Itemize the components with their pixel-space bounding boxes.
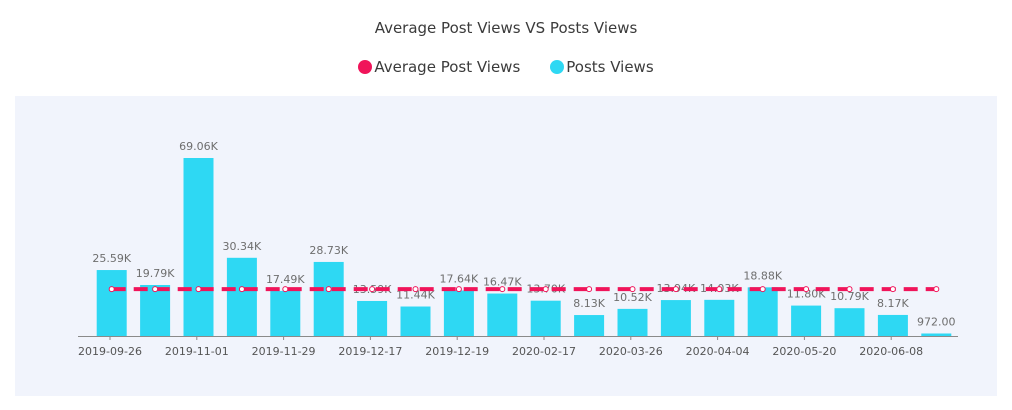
- chart-title: Average Post Views VS Posts Views: [374, 19, 638, 37]
- bar-posts-views: [617, 308, 648, 336]
- data-label-posts-views: 972.00: [917, 315, 956, 328]
- data-label-posts-views: 8.13K: [573, 297, 605, 310]
- bar-posts-views: [834, 308, 865, 336]
- point-average-post-views: [889, 286, 896, 293]
- bar-posts-views: [96, 270, 127, 336]
- bar-posts-views: [313, 261, 344, 336]
- data-label-posts-views: 25.59K: [92, 252, 131, 265]
- legend-item-average-post-views[interactable]: Average Post Views: [358, 58, 520, 76]
- legend-label-posts-views: Posts Views: [566, 58, 654, 76]
- point-average-post-views: [195, 286, 202, 293]
- legend-label-average-post-views: Average Post Views: [374, 58, 521, 76]
- point-average-post-views: [455, 286, 462, 293]
- x-tick-label: 2020-03-26: [599, 345, 663, 358]
- point-average-post-views: [152, 286, 159, 293]
- data-label-posts-views: 28.73K: [309, 244, 348, 257]
- point-average-post-views: [716, 286, 723, 293]
- bar-posts-views: [921, 333, 952, 336]
- data-label-posts-views: 18.88K: [743, 269, 782, 282]
- bar-posts-views: [530, 300, 561, 336]
- bar-posts-views: [704, 299, 735, 336]
- point-average-post-views: [282, 286, 289, 293]
- legend-swatch-average-post-views: [358, 60, 373, 74]
- x-tick-label: 2019-09-26: [78, 345, 142, 358]
- bar-posts-views: [357, 300, 388, 336]
- data-label-posts-views: 30.34K: [223, 240, 262, 253]
- point-average-post-views: [846, 286, 853, 293]
- point-average-post-views: [586, 286, 593, 293]
- x-tick-label: 2020-02-17: [512, 345, 576, 358]
- point-average-post-views: [108, 286, 115, 293]
- x-tick-label: 2019-11-29: [252, 345, 316, 358]
- point-average-post-views: [238, 286, 245, 293]
- bar-posts-views: [140, 284, 171, 336]
- point-average-post-views: [412, 286, 419, 293]
- data-label-posts-views: 10.52K: [613, 291, 652, 304]
- bar-posts-views: [487, 293, 518, 336]
- bar-posts-views: [443, 290, 474, 336]
- data-label-posts-views: 8.17K: [877, 297, 909, 310]
- bar-posts-views: [183, 158, 214, 336]
- bar-posts-views: [660, 300, 691, 336]
- point-average-post-views: [499, 286, 506, 293]
- x-tick-label: 2019-12-17: [338, 345, 402, 358]
- x-tick-label: 2019-11-01: [165, 345, 229, 358]
- bar-posts-views: [791, 305, 822, 336]
- point-average-post-views: [325, 286, 332, 293]
- point-average-post-views: [759, 286, 766, 293]
- data-label-posts-views: 17.64K: [440, 273, 479, 286]
- chart-legend: Average Post Views Posts Views: [0, 58, 1012, 76]
- data-label-posts-views: 10.79K: [830, 290, 869, 303]
- bar-posts-views: [574, 315, 605, 336]
- plot-area-background: [15, 96, 997, 396]
- data-label-posts-views: 69.06K: [179, 140, 218, 153]
- bar-posts-views: [400, 306, 431, 336]
- bar-posts-views: [226, 257, 257, 336]
- point-average-post-views: [933, 286, 940, 293]
- bar-posts-views: [877, 314, 908, 336]
- legend-swatch-posts-views: [550, 60, 565, 74]
- x-tick-label: 2020-04-04: [686, 345, 750, 358]
- legend-item-posts-views[interactable]: Posts Views: [550, 58, 654, 76]
- data-label-posts-views: 17.49K: [266, 273, 305, 286]
- x-tick-label: 2020-06-08: [859, 345, 923, 358]
- bar-posts-views: [270, 290, 301, 336]
- data-label-posts-views: 11.44K: [396, 289, 435, 302]
- point-average-post-views: [629, 286, 636, 293]
- data-label-posts-views: 19.79K: [136, 267, 175, 280]
- point-average-post-views: [803, 286, 810, 293]
- point-average-post-views: [369, 286, 376, 293]
- x-tick-label: 2020-05-20: [772, 345, 836, 358]
- point-average-post-views: [672, 286, 679, 293]
- data-label-posts-views: 16.47K: [483, 276, 522, 289]
- bar-posts-views: [747, 287, 778, 336]
- point-average-post-views: [542, 286, 549, 293]
- x-tick-label: 2019-12-19: [425, 345, 489, 358]
